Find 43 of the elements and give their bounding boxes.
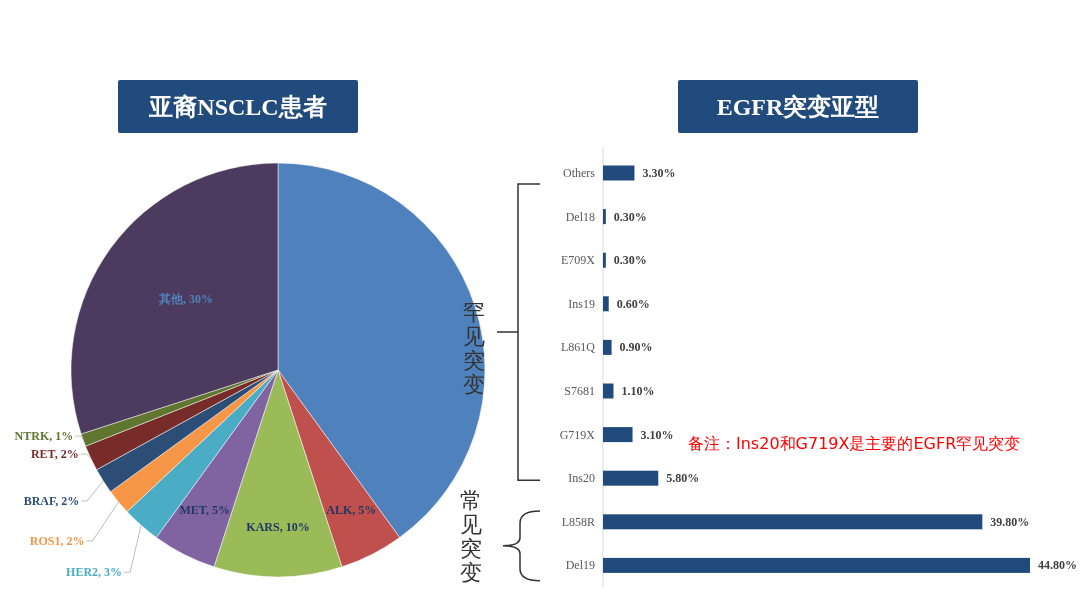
slice-label: ALK, 5% (326, 502, 377, 517)
y-tick-label: Ins19 (568, 296, 595, 311)
y-tick-label: Others (563, 166, 596, 180)
slice-label: RET, 2% (30, 447, 79, 462)
data-label: 0.30% (613, 253, 647, 268)
y-tick-label: Del19 (565, 558, 595, 573)
bar (603, 557, 1030, 573)
slice-label: MET, 5% (179, 502, 230, 517)
annotation: 备注：Ins20和G719X是主要的EGFR罕见突变 (688, 434, 1021, 453)
y-tick-label: Del18 (565, 209, 595, 224)
bar (603, 514, 983, 530)
slice-label: 其他, 30% (157, 292, 213, 307)
slice-label: ROS1, 2% (29, 533, 85, 548)
data-label: 0.90% (619, 340, 653, 355)
bar (603, 296, 609, 312)
chart-title: EGFR突变亚型 (716, 94, 880, 120)
y-tick-label: L861Q (561, 340, 596, 355)
text: 常见突变 (460, 488, 482, 585)
chart-title: 亚裔NSCLC患者 (148, 94, 327, 120)
y-tick-label: L858R (561, 514, 595, 529)
slice-label: BRAF, 2% (23, 493, 80, 508)
bar (603, 427, 633, 443)
bar (603, 209, 606, 225)
bar (603, 470, 659, 486)
y-tick-label: E709X (561, 253, 596, 268)
data-label: 1.10% (621, 384, 655, 398)
data-label: 0.60% (616, 296, 650, 311)
y-tick-label: S7681 (564, 384, 595, 398)
bar (603, 252, 606, 268)
bar (603, 165, 635, 181)
data-label: 39.80% (990, 514, 1030, 529)
data-label: 3.10% (640, 427, 674, 442)
data-label: 44.80% (1038, 558, 1077, 573)
slice-label: HER2, 3% (66, 565, 123, 580)
slice-label: NTRK, 1% (14, 429, 74, 444)
data-label: 5.80% (666, 471, 700, 486)
data-label: 3.30% (642, 166, 676, 180)
y-tick-label: Ins20 (568, 471, 595, 486)
slice-label: KARS, 10% (246, 520, 310, 535)
bar (603, 339, 612, 355)
y-tick-label: G719X (559, 427, 596, 442)
bar (603, 383, 614, 399)
data-label: 0.30% (613, 209, 647, 224)
